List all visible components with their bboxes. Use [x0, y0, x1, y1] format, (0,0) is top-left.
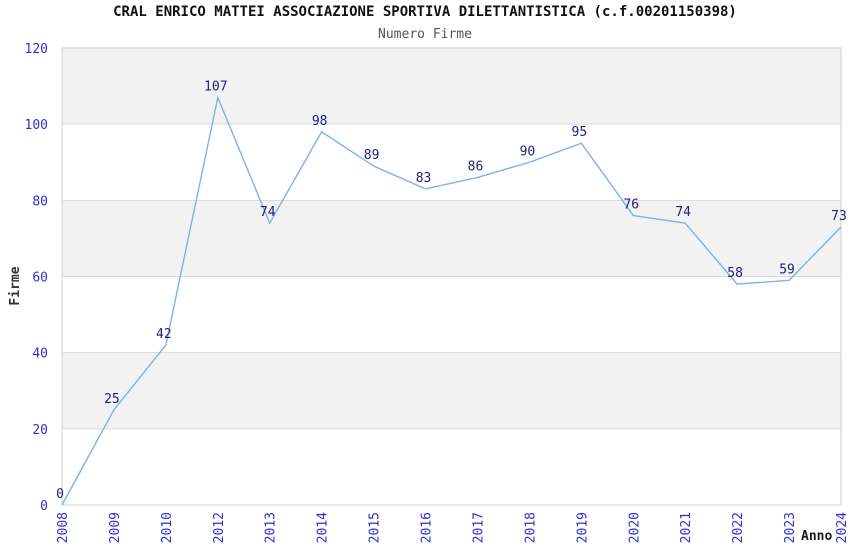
- data-point-label: 25: [104, 392, 120, 407]
- plot-band: [62, 276, 841, 353]
- data-line: [61, 95, 842, 506]
- plot-band: [62, 124, 841, 201]
- chart-subtitle: Numero Firme: [378, 27, 472, 42]
- x-tick-label: 2014: [316, 512, 331, 543]
- data-point-label: 42: [156, 327, 172, 342]
- y-tick-label: 40: [32, 347, 48, 362]
- x-tick-label: 2018: [523, 512, 538, 543]
- x-tick-label: 2024: [835, 512, 850, 543]
- x-tick-label: 2009: [108, 512, 123, 543]
- plot-band: [62, 200, 841, 277]
- plot-band: [62, 48, 841, 125]
- x-tick-label: 2012: [212, 512, 227, 543]
- data-point-label: 89: [364, 148, 380, 163]
- x-tick-label: 2020: [627, 512, 642, 543]
- x-axis-label: Anno: [801, 529, 833, 544]
- data-point-label: 74: [675, 205, 691, 220]
- data-point-label: 76: [623, 198, 639, 213]
- x-tick-label: 2013: [264, 512, 279, 543]
- y-tick-label: 120: [25, 42, 48, 57]
- plot-border: [61, 47, 842, 506]
- y-tick-label: 100: [25, 118, 48, 133]
- data-point-label: 73: [831, 209, 847, 224]
- data-point-label: 74: [260, 205, 276, 220]
- x-tick-label: 2022: [731, 512, 746, 543]
- x-tick-label: 2021: [679, 512, 694, 543]
- data-point-label: 0: [56, 487, 64, 502]
- y-tick-label: 20: [32, 423, 48, 438]
- data-point-label: 107: [204, 80, 227, 95]
- data-point-label: 59: [779, 262, 795, 277]
- data-point-label: 86: [468, 159, 484, 174]
- plot-band: [62, 352, 841, 429]
- x-tick-label: 2019: [575, 512, 590, 543]
- x-tick-label: 2015: [368, 512, 383, 543]
- data-point-label: 90: [520, 144, 536, 159]
- data-point-label: 98: [312, 114, 328, 129]
- x-tick-label: 2023: [783, 512, 798, 543]
- plot-band: [62, 428, 841, 505]
- x-tick-label: 2017: [471, 512, 486, 543]
- y-tick-label: 0: [40, 499, 48, 514]
- x-tick-label: 2016: [420, 512, 435, 543]
- y-tick-label: 80: [32, 194, 48, 209]
- data-point-label: 83: [416, 171, 432, 186]
- data-point-label: 58: [727, 266, 743, 281]
- x-tick-label: 2008: [56, 512, 71, 543]
- y-tick-label: 60: [32, 271, 48, 286]
- chart-title: CRAL ENRICO MATTEI ASSOCIAZIONE SPORTIVA…: [113, 4, 737, 20]
- x-tick-label: 2010: [160, 512, 175, 543]
- data-point-label: 95: [572, 125, 588, 140]
